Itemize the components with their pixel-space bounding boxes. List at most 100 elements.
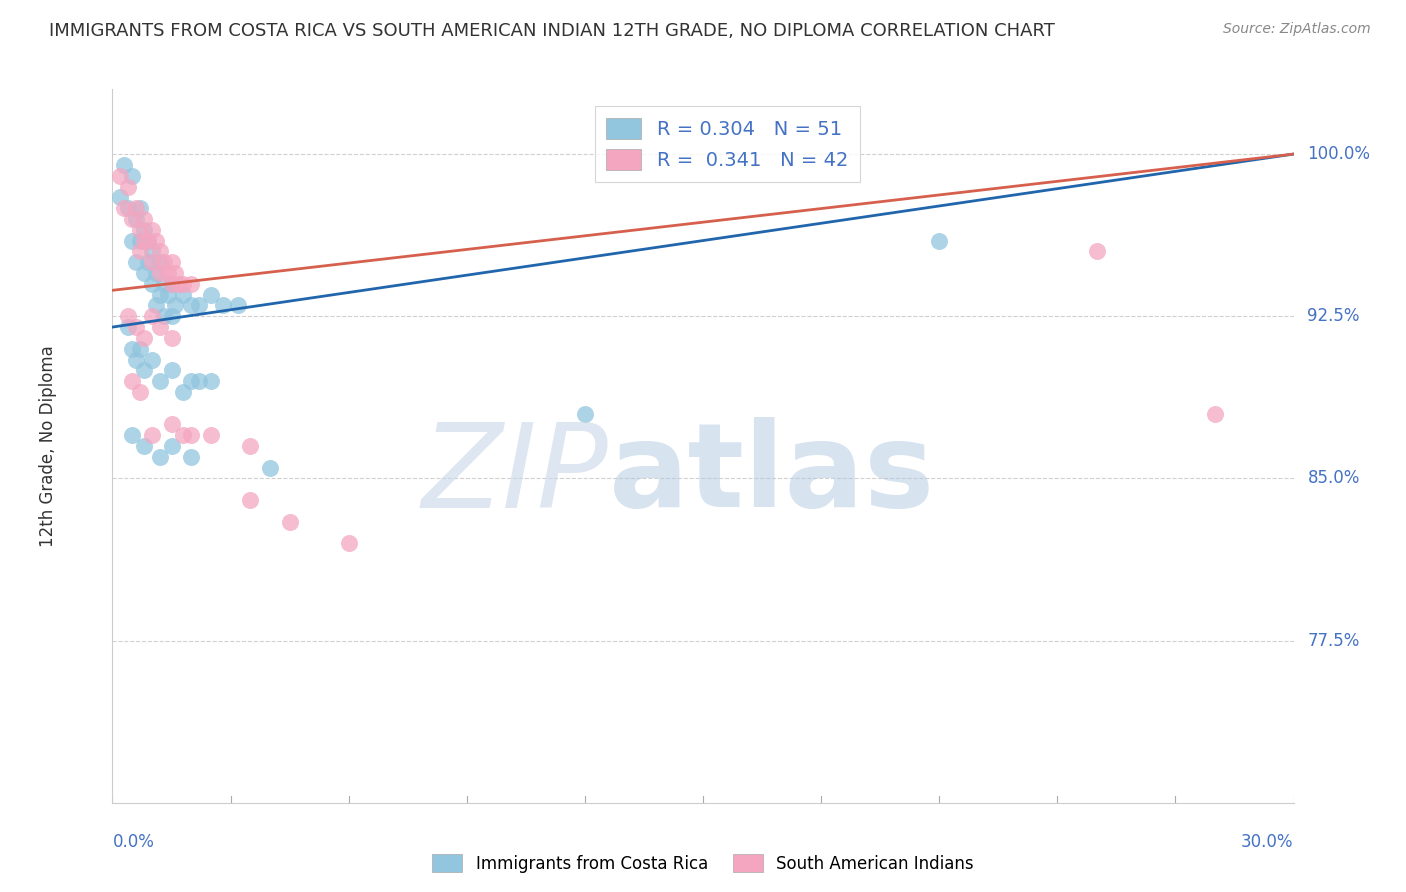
Point bbox=[129, 234, 152, 248]
Text: 92.5%: 92.5% bbox=[1308, 307, 1360, 326]
Point bbox=[188, 374, 211, 388]
Text: 77.5%: 77.5% bbox=[1308, 632, 1360, 649]
Point bbox=[125, 211, 148, 226]
Point bbox=[132, 266, 155, 280]
Point bbox=[172, 277, 194, 291]
Point bbox=[337, 536, 360, 550]
Point bbox=[129, 384, 152, 399]
Point bbox=[132, 331, 155, 345]
Point bbox=[141, 223, 163, 237]
Point bbox=[129, 223, 152, 237]
Point bbox=[129, 244, 152, 259]
Point bbox=[112, 201, 135, 215]
Point bbox=[117, 320, 139, 334]
Point bbox=[211, 298, 233, 312]
Point bbox=[145, 266, 167, 280]
Point bbox=[121, 374, 143, 388]
Point bbox=[132, 234, 155, 248]
Point bbox=[145, 234, 167, 248]
Point bbox=[112, 158, 135, 172]
Text: Source: ZipAtlas.com: Source: ZipAtlas.com bbox=[1223, 22, 1371, 37]
Point bbox=[149, 287, 172, 301]
Point bbox=[160, 310, 183, 324]
Point bbox=[156, 287, 179, 301]
Point bbox=[149, 450, 172, 464]
Point bbox=[125, 201, 148, 215]
Point bbox=[125, 255, 148, 269]
Point bbox=[117, 201, 139, 215]
Point bbox=[152, 310, 174, 324]
Point bbox=[149, 244, 172, 259]
Text: 85.0%: 85.0% bbox=[1308, 469, 1360, 487]
Point bbox=[149, 266, 172, 280]
Point bbox=[129, 201, 152, 215]
Point bbox=[180, 298, 202, 312]
Point bbox=[156, 266, 179, 280]
Text: 100.0%: 100.0% bbox=[1308, 145, 1371, 163]
Text: 30.0%: 30.0% bbox=[1241, 833, 1294, 851]
Point bbox=[160, 363, 183, 377]
Point bbox=[278, 515, 301, 529]
Point bbox=[132, 363, 155, 377]
Point bbox=[165, 266, 187, 280]
Text: 12th Grade, No Diploma: 12th Grade, No Diploma bbox=[38, 345, 56, 547]
Point bbox=[180, 374, 202, 388]
Point bbox=[239, 439, 262, 453]
Point bbox=[121, 342, 143, 356]
Point bbox=[239, 493, 262, 508]
Point bbox=[110, 190, 132, 204]
Point bbox=[169, 277, 191, 291]
Point bbox=[180, 277, 202, 291]
Point bbox=[228, 298, 250, 312]
Text: IMMIGRANTS FROM COSTA RICA VS SOUTH AMERICAN INDIAN 12TH GRADE, NO DIPLOMA CORRE: IMMIGRANTS FROM COSTA RICA VS SOUTH AMER… bbox=[49, 22, 1054, 40]
Point bbox=[574, 407, 596, 421]
Point bbox=[132, 223, 155, 237]
Point bbox=[141, 310, 163, 324]
Point bbox=[165, 298, 187, 312]
Point bbox=[141, 255, 163, 269]
Point bbox=[259, 460, 281, 475]
Point bbox=[141, 352, 163, 367]
Point bbox=[129, 342, 152, 356]
Point bbox=[160, 277, 183, 291]
Point bbox=[152, 255, 174, 269]
Point bbox=[200, 287, 222, 301]
Point bbox=[121, 211, 143, 226]
Legend: Immigrants from Costa Rica, South American Indians: Immigrants from Costa Rica, South Americ… bbox=[426, 847, 980, 880]
Point bbox=[141, 428, 163, 442]
Point bbox=[160, 277, 183, 291]
Point bbox=[180, 450, 202, 464]
Point bbox=[125, 352, 148, 367]
Point bbox=[132, 211, 155, 226]
Text: 0.0%: 0.0% bbox=[112, 833, 155, 851]
Point bbox=[145, 298, 167, 312]
Point bbox=[180, 428, 202, 442]
Point bbox=[1085, 244, 1108, 259]
Point bbox=[152, 277, 174, 291]
Point bbox=[117, 310, 139, 324]
Text: atlas: atlas bbox=[609, 417, 935, 532]
Point bbox=[160, 331, 183, 345]
Point bbox=[141, 277, 163, 291]
Legend: R = 0.304   N = 51, R =  0.341   N = 42: R = 0.304 N = 51, R = 0.341 N = 42 bbox=[595, 106, 860, 181]
Point bbox=[136, 234, 159, 248]
Point bbox=[200, 374, 222, 388]
Text: ZIP: ZIP bbox=[422, 417, 609, 532]
Point bbox=[172, 287, 194, 301]
Point bbox=[160, 255, 183, 269]
Point bbox=[136, 255, 159, 269]
Point bbox=[160, 417, 183, 432]
Point bbox=[188, 298, 211, 312]
Point bbox=[121, 234, 143, 248]
Point bbox=[110, 169, 132, 183]
Point bbox=[141, 244, 163, 259]
Point bbox=[149, 320, 172, 334]
Point bbox=[132, 439, 155, 453]
Point bbox=[172, 384, 194, 399]
Point bbox=[117, 179, 139, 194]
Point bbox=[121, 428, 143, 442]
Point bbox=[125, 320, 148, 334]
Point bbox=[200, 428, 222, 442]
Point bbox=[1204, 407, 1226, 421]
Point bbox=[160, 439, 183, 453]
